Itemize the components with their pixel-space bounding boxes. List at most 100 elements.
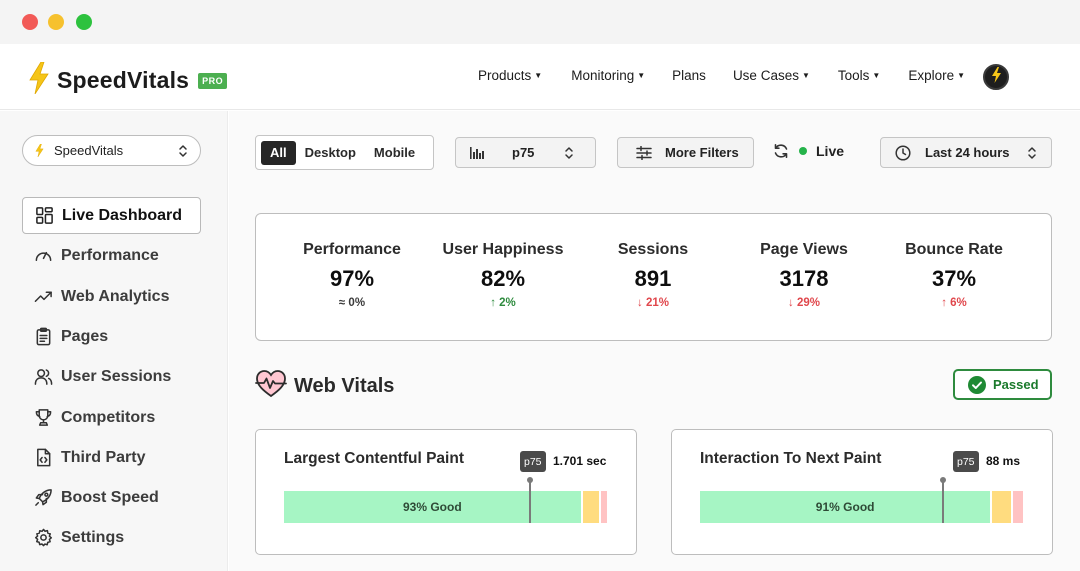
nav-plans-label: Plans bbox=[672, 68, 706, 83]
sidebar-item-label: Web Analytics bbox=[61, 287, 170, 305]
time-range-select[interactable]: Last 24 hours bbox=[880, 137, 1052, 168]
good-segment: 91% Good bbox=[700, 491, 991, 523]
bar-chart-icon bbox=[470, 146, 484, 159]
site-selector-label: SpeedVitals bbox=[54, 143, 124, 158]
web-vitals-title: Web Vitals bbox=[294, 375, 395, 397]
sidebar-item-label: Competitors bbox=[61, 408, 156, 426]
window-titlebar bbox=[0, 0, 1080, 44]
device-tab-desktop[interactable]: Desktop bbox=[304, 145, 356, 160]
main-content: All Desktop Mobile p75 More Filters Live… bbox=[229, 111, 1080, 571]
sidebar-item-settings[interactable]: Settings bbox=[22, 519, 201, 556]
stat-value: 3178 bbox=[779, 266, 829, 291]
live-label: Live bbox=[816, 143, 845, 159]
caret-down-icon: ▼ bbox=[801, 71, 810, 80]
chevron-updown-icon bbox=[1027, 145, 1037, 161]
more-filters-button[interactable]: More Filters bbox=[617, 137, 754, 168]
nav-use-cases[interactable]: Use Cases ▼ bbox=[733, 68, 810, 83]
stat-label: Bounce Rate bbox=[905, 241, 1003, 258]
logo[interactable]: SpeedVitals PRO bbox=[28, 61, 228, 99]
nav-explore[interactable]: Explore ▼ bbox=[908, 68, 965, 83]
nav-products[interactable]: Products ▼ bbox=[478, 68, 542, 83]
stat-change: ↓ 29% bbox=[788, 297, 820, 309]
users-icon bbox=[33, 367, 53, 387]
percentile-badge: p75 bbox=[520, 451, 546, 472]
stat-value: 37% bbox=[931, 266, 977, 291]
caret-down-icon: ▼ bbox=[534, 71, 543, 80]
nav-plans[interactable]: Plans bbox=[672, 68, 706, 83]
sidebar-item-label: User Sessions bbox=[61, 367, 172, 385]
sidebar-item-label: Settings bbox=[61, 528, 125, 546]
distribution-bar: 91% Good bbox=[700, 491, 1023, 523]
nav-monitoring-label: Monitoring bbox=[571, 68, 635, 83]
passed-label: Passed bbox=[993, 377, 1039, 392]
sidebar-item-live-dashboard[interactable]: Live Dashboard bbox=[22, 197, 201, 234]
brand-name: SpeedVitals bbox=[57, 67, 190, 93]
clock-icon bbox=[895, 144, 911, 161]
caret-down-icon: ▼ bbox=[957, 71, 966, 80]
stat-user-happiness: User Happiness 82% ↑ 2% bbox=[428, 241, 578, 309]
refresh-icon[interactable] bbox=[773, 143, 789, 159]
stat-label: Sessions bbox=[617, 241, 689, 258]
sidebar-item-boost-speed[interactable]: Boost Speed bbox=[22, 479, 201, 516]
gear-icon bbox=[33, 528, 53, 548]
sliders-icon bbox=[636, 145, 652, 160]
nav-tools[interactable]: Tools ▼ bbox=[838, 68, 880, 83]
sidebar-item-performance[interactable]: Performance bbox=[22, 237, 201, 274]
p75-marker bbox=[940, 477, 947, 523]
heartbeat-icon bbox=[255, 369, 287, 404]
device-tab-all[interactable]: All bbox=[261, 140, 296, 165]
site-selector[interactable]: SpeedVitals bbox=[22, 135, 201, 166]
sidebar-item-label: Boost Speed bbox=[61, 488, 159, 506]
caret-down-icon: ▼ bbox=[872, 71, 881, 80]
vital-name: Interaction To Next Paint bbox=[700, 450, 882, 467]
sidebar-item-user-sessions[interactable]: User Sessions bbox=[22, 358, 201, 395]
stat-change: ↑ 2% bbox=[490, 297, 516, 309]
vital-card-inp[interactable]: Interaction To Next Paint p75 88 ms 91% … bbox=[671, 429, 1053, 555]
live-indicator: Live bbox=[773, 143, 844, 159]
code-file-icon bbox=[33, 448, 53, 468]
needs-improvement-segment bbox=[992, 491, 1012, 523]
sidebar: SpeedVitals Live Dashboard Performance W… bbox=[0, 111, 228, 571]
percentile-select[interactable]: p75 bbox=[455, 137, 596, 168]
bolt-logo-icon bbox=[28, 61, 50, 99]
sidebar-item-third-party[interactable]: Third Party bbox=[22, 439, 201, 476]
needs-improvement-segment bbox=[582, 491, 599, 523]
summary-stats-card: Performance 97% ≈ 0% User Happiness 82% … bbox=[255, 213, 1052, 341]
device-tab-mobile[interactable]: Mobile bbox=[373, 145, 416, 160]
good-segment: 93% Good bbox=[284, 491, 581, 523]
stat-change: ≈ 0% bbox=[338, 297, 366, 309]
nav-use-cases-label: Use Cases bbox=[732, 68, 799, 83]
vital-value: 1.701 sec bbox=[553, 454, 607, 468]
account-avatar[interactable] bbox=[983, 64, 1009, 90]
close-window-button[interactable] bbox=[22, 14, 38, 30]
vital-value: 88 ms bbox=[986, 454, 1021, 468]
good-segment-label: 93% Good bbox=[402, 500, 462, 514]
percentile-badge: p75 bbox=[953, 451, 979, 472]
sidebar-item-pages[interactable]: Pages bbox=[22, 318, 201, 355]
vital-card-lcp[interactable]: Largest Contentful Paint p75 1.701 sec 9… bbox=[255, 429, 637, 555]
stat-value: 82% bbox=[480, 266, 526, 291]
good-segment-label: 91% Good bbox=[815, 500, 875, 514]
stat-label: User Happiness bbox=[442, 241, 564, 258]
stat-page-views: Page Views 3178 ↓ 29% bbox=[729, 241, 879, 309]
main-menu: Products ▼ Monitoring ▼ Plans Use Cases ▼ T… bbox=[478, 68, 965, 83]
sidebar-item-label: Live Dashboard bbox=[62, 206, 183, 224]
stat-value: 891 bbox=[634, 266, 672, 291]
nav-monitoring[interactable]: Monitoring ▼ bbox=[571, 68, 645, 83]
distribution-bar: 93% Good bbox=[284, 491, 607, 523]
stat-label: Performance bbox=[303, 241, 401, 258]
stat-performance: Performance 97% ≈ 0% bbox=[277, 241, 427, 309]
passed-status-badge: Passed bbox=[953, 369, 1052, 400]
minimize-window-button[interactable] bbox=[48, 14, 64, 30]
stat-label: Page Views bbox=[760, 241, 848, 258]
maximize-window-button[interactable] bbox=[76, 14, 92, 30]
poor-segment bbox=[1013, 491, 1023, 523]
stat-value: 97% bbox=[329, 266, 375, 291]
sidebar-item-web-analytics[interactable]: Web Analytics bbox=[22, 278, 201, 315]
p75-marker bbox=[527, 477, 534, 523]
sidebar-item-competitors[interactable]: Competitors bbox=[22, 399, 201, 436]
live-status-dot bbox=[799, 147, 807, 155]
sidebar-item-label: Performance bbox=[61, 246, 159, 264]
check-circle-icon bbox=[968, 375, 986, 394]
nav-tools-label: Tools bbox=[837, 68, 870, 83]
